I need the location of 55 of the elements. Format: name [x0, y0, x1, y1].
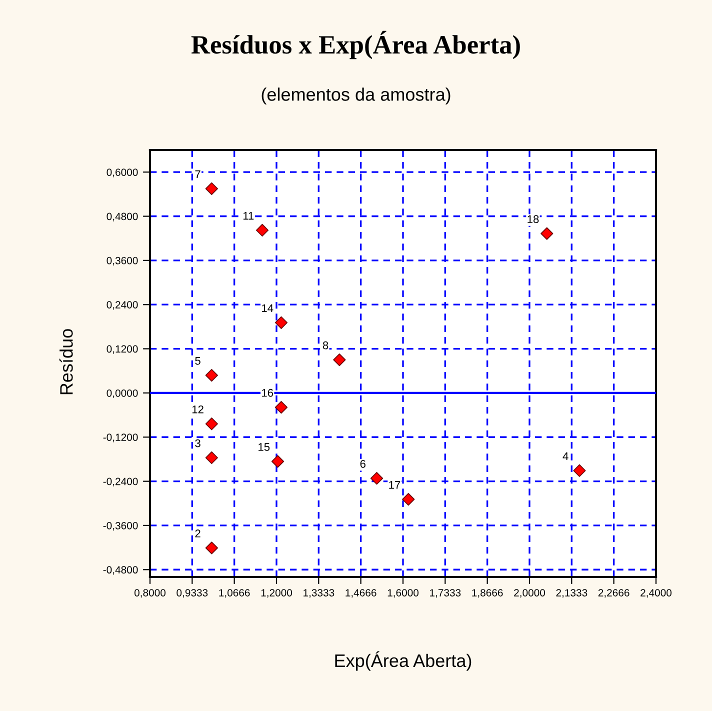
- x-tick-label: 2,2666: [598, 589, 630, 598]
- y-tick-label: 0,3600: [106, 256, 138, 266]
- point: [573, 464, 586, 477]
- annotation: 6: [360, 460, 366, 468]
- point: [205, 542, 218, 554]
- point: [205, 182, 218, 195]
- x-tick-label: 1,2000: [261, 589, 292, 598]
- annotation: 16: [262, 388, 274, 397]
- x-tick-label: 0,8000: [134, 589, 166, 598]
- point: [370, 472, 384, 485]
- point: [271, 455, 284, 468]
- x-tick-label: 1,7333: [430, 589, 461, 598]
- y-tick-label: -0,4800: [103, 566, 138, 575]
- annotation: 17: [389, 481, 400, 489]
- x-axis-title: Exp(Área Aberta): [335, 651, 472, 671]
- x-tick-label: 2,4000: [640, 589, 672, 598]
- x-tick-label: 1,6000: [388, 589, 419, 598]
- annotation: 15: [258, 443, 270, 451]
- point: [205, 451, 218, 464]
- y-tick-label: 0,6000: [106, 168, 138, 178]
- annotation: 14: [262, 304, 274, 312]
- annotation: 11: [243, 212, 254, 220]
- annotation: 3: [195, 439, 200, 448]
- y-tick-label: 0,4800: [106, 212, 138, 222]
- point: [333, 354, 346, 366]
- annotation: 4: [562, 452, 568, 460]
- annotation: 12: [192, 405, 204, 414]
- y-tick-label: 0,2400: [106, 301, 138, 310]
- point: [540, 227, 554, 240]
- y-axis-title: Resíduo: [59, 329, 73, 394]
- x-tick-label: 1,0666: [219, 589, 250, 598]
- x-tick-label: 1,4666: [346, 589, 376, 598]
- point: [205, 368, 218, 382]
- y-tick-label: -0,1200: [103, 434, 138, 442]
- annotation: 5: [195, 356, 200, 365]
- x-tick-label: 1,8666: [472, 589, 503, 598]
- annotation: 18: [528, 215, 539, 224]
- y-tick-label: 0,1200: [106, 345, 138, 354]
- point: [205, 418, 218, 430]
- annotation: 2: [195, 530, 200, 538]
- y-tick-label: -0,3600: [103, 522, 138, 531]
- point: [256, 224, 269, 237]
- x-tick-label: 2,1333: [556, 589, 588, 598]
- y-tick-label: -0,2400: [103, 478, 138, 486]
- y-tick-label: 0,0000: [106, 389, 138, 398]
- point: [402, 493, 415, 506]
- point: [274, 316, 288, 329]
- annotation: 7: [195, 170, 200, 178]
- x-tick-label: 0,9333: [176, 589, 208, 598]
- x-tick-label: 2,0000: [514, 589, 546, 598]
- chart-subtitle: (elementos da amostra): [262, 88, 450, 104]
- point: [274, 400, 288, 414]
- annotation: 8: [322, 341, 328, 350]
- chart-title: Resíduos x Exp(Área Aberta): [191, 30, 520, 60]
- x-tick-label: 1,3333: [304, 589, 334, 598]
